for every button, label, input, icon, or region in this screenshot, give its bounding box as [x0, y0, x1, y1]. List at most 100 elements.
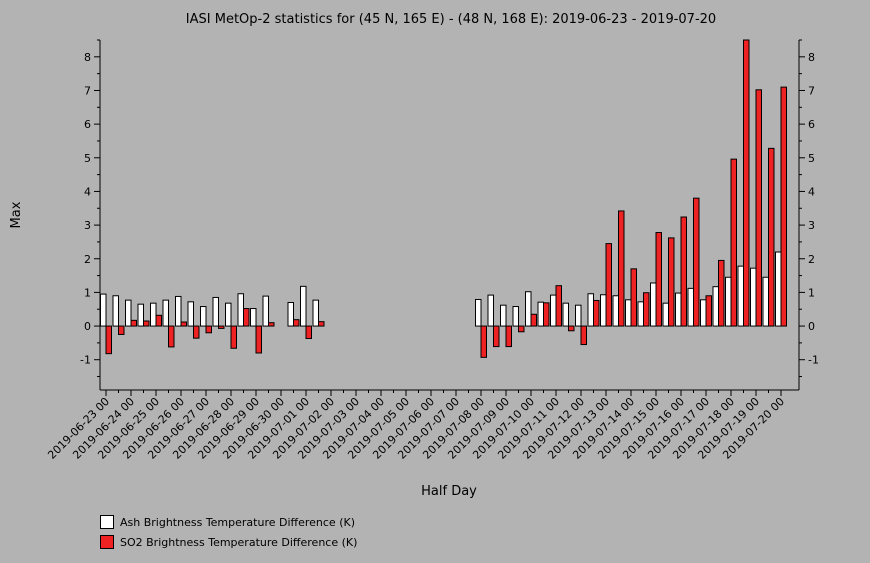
- ash-bar: [237, 293, 244, 327]
- y-tick-label: 8: [84, 51, 91, 64]
- so2-bar: [730, 158, 737, 327]
- so2-bar: [180, 321, 187, 327]
- legend: Ash Brightness Temperature Difference (K…: [100, 512, 357, 552]
- y-tick-label: 7: [84, 84, 91, 97]
- y-tick-label: 4: [808, 185, 815, 198]
- ash-bar: [662, 302, 669, 327]
- ash-bar: [212, 296, 219, 327]
- so2-bar: [768, 147, 775, 327]
- so2-bar: [118, 325, 125, 335]
- so2-bar: [480, 325, 487, 358]
- legend-label-ash: Ash Brightness Temperature Difference (K…: [120, 515, 355, 529]
- legend-item-so2: SO2 Brightness Temperature Difference (K…: [100, 532, 357, 552]
- so2-bar: [605, 243, 612, 327]
- ash-bar: [200, 306, 207, 327]
- ash-bar: [112, 295, 119, 327]
- ash-bar: [750, 267, 757, 327]
- ash-bar: [262, 295, 269, 327]
- y-tick-label: 1: [808, 286, 815, 299]
- so2-bar: [143, 320, 150, 327]
- ash-bar: [500, 304, 507, 327]
- y-tick-label: 7: [808, 84, 815, 97]
- so2-bar: [130, 319, 137, 327]
- y-tick-label: 6: [808, 118, 815, 131]
- ash-bar: [612, 295, 619, 327]
- ash-bar: [487, 294, 494, 327]
- y-axis-label: Max: [9, 201, 24, 228]
- ash-bar: [637, 301, 644, 327]
- legend-swatch-so2: [100, 535, 114, 549]
- ash-bar: [537, 301, 544, 327]
- ash-bar: [650, 282, 657, 327]
- ash-bar: [175, 295, 182, 327]
- ash-bar: [287, 302, 294, 327]
- so2-bar: [505, 325, 512, 348]
- ash-bar: [475, 298, 482, 327]
- ash-bar: [137, 303, 144, 327]
- ash-bar: [187, 301, 194, 327]
- legend-item-ash: Ash Brightness Temperature Difference (K…: [100, 512, 357, 532]
- ash-bar: [125, 299, 132, 327]
- so2-bar: [555, 285, 562, 327]
- so2-bar: [155, 314, 162, 327]
- so2-bar: [218, 325, 225, 329]
- so2-bar: [193, 325, 200, 339]
- so2-bar: [643, 292, 650, 327]
- so2-bar: [705, 295, 712, 327]
- so2-bar: [668, 237, 675, 327]
- ash-bar: [575, 304, 582, 327]
- y-tick-label: 5: [84, 152, 91, 165]
- so2-bar: [680, 216, 687, 327]
- ash-bar: [512, 306, 519, 327]
- ash-bar: [250, 308, 257, 327]
- ash-bar: [100, 293, 107, 327]
- ash-bar: [562, 302, 569, 327]
- ash-bar: [312, 299, 319, 327]
- so2-bar: [243, 308, 250, 327]
- so2-bar: [580, 325, 587, 346]
- so2-bar: [593, 299, 600, 327]
- so2-bar: [693, 197, 700, 327]
- y-tick-label: 8: [808, 51, 815, 64]
- ash-bar: [775, 251, 782, 327]
- so2-bar: [755, 89, 762, 327]
- y-tick-label: 6: [84, 118, 91, 131]
- y-tick-label: 0: [808, 320, 815, 333]
- so2-bar: [655, 232, 662, 327]
- y-tick-label: 4: [84, 185, 91, 198]
- so2-bar: [205, 325, 212, 334]
- so2-bar: [293, 319, 300, 327]
- ash-bar: [150, 302, 157, 327]
- so2-bar: [780, 86, 787, 327]
- y-tick-label: 5: [808, 152, 815, 165]
- ash-bar: [587, 293, 594, 327]
- ash-bar: [162, 299, 169, 327]
- so2-bar: [230, 325, 237, 349]
- so2-bar: [568, 325, 575, 332]
- x-axis-label: Half Day: [421, 484, 477, 499]
- so2-bar: [718, 259, 725, 327]
- ash-bar: [525, 291, 532, 327]
- so2-bar: [743, 39, 750, 327]
- so2-bar: [518, 325, 525, 333]
- y-tick-label: -1: [808, 354, 819, 367]
- ash-bar: [712, 286, 719, 327]
- y-tick-label: -1: [80, 354, 91, 367]
- ash-bar: [725, 276, 732, 327]
- ash-bar: [737, 265, 744, 327]
- y-tick-label: 2: [808, 253, 815, 266]
- ash-bar: [300, 285, 307, 327]
- legend-label-so2: SO2 Brightness Temperature Difference (K…: [120, 535, 358, 549]
- so2-bar: [305, 325, 312, 340]
- legend-swatch-ash: [100, 515, 114, 529]
- so2-bar: [543, 302, 550, 327]
- ash-bar: [600, 294, 607, 327]
- ash-bar: [225, 302, 232, 327]
- so2-bar: [318, 321, 325, 327]
- so2-bar: [530, 313, 537, 327]
- ash-bar: [762, 276, 769, 327]
- so2-bar: [493, 325, 500, 348]
- so2-bar: [105, 325, 112, 355]
